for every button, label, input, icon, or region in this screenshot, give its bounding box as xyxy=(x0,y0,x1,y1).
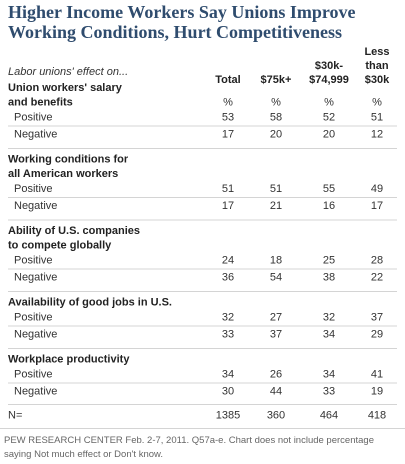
cell: 33 xyxy=(323,385,335,397)
title: Higher Income Workers Say Unions Improve xyxy=(8,2,356,22)
section-title: Union workers' salary xyxy=(8,82,123,94)
cell: 29 xyxy=(371,328,383,340)
section-title: Availability of good jobs in U.S. xyxy=(8,296,172,308)
cell: 27 xyxy=(270,311,282,323)
column-header: Total xyxy=(215,74,240,86)
n-label: N= xyxy=(8,409,22,421)
cell: 20 xyxy=(323,128,335,140)
row-label: Negative xyxy=(14,271,57,283)
cell: 21 xyxy=(270,200,282,212)
n-cell: 464 xyxy=(320,409,338,421)
cell: 28 xyxy=(371,254,383,266)
n-cell: 360 xyxy=(267,409,285,421)
cell: 52 xyxy=(323,111,335,123)
cell: 51 xyxy=(371,111,383,123)
cell: 34 xyxy=(323,368,335,380)
row-label: Negative xyxy=(14,385,57,397)
cell: 32 xyxy=(222,311,234,323)
row-label: Positive xyxy=(14,111,53,123)
section-title: Workplace productivity xyxy=(8,353,130,365)
title: Working Conditions, Hurt Competitiveness xyxy=(8,22,342,42)
cell: 17 xyxy=(371,200,383,212)
cell: 34 xyxy=(323,328,335,340)
footnote: saying Not much effect or Don't know. xyxy=(4,449,163,460)
section-title: Ability of U.S. companies xyxy=(8,225,140,237)
unit: % xyxy=(324,96,334,108)
section-title: to compete globally xyxy=(8,239,112,251)
unit: % xyxy=(223,96,233,108)
row-label: Positive xyxy=(14,368,53,380)
cell: 37 xyxy=(270,328,282,340)
column-header: $75k+ xyxy=(261,74,292,86)
cell: 17 xyxy=(222,200,234,212)
column-header: Less xyxy=(364,46,389,58)
cell: 17 xyxy=(222,128,234,140)
section-title: and benefits xyxy=(8,96,73,108)
row-label: Positive xyxy=(14,311,53,323)
row-label: Positive xyxy=(14,183,53,195)
cell: 18 xyxy=(270,254,282,266)
cell: 22 xyxy=(371,271,383,283)
column-header: $74,999 xyxy=(309,74,349,86)
cell: 51 xyxy=(270,183,282,195)
cell: 44 xyxy=(270,385,282,397)
cell: 49 xyxy=(371,183,383,195)
cell: 54 xyxy=(270,271,282,283)
cell: 33 xyxy=(222,328,234,340)
row-label: Negative xyxy=(14,128,57,140)
cell: 19 xyxy=(371,385,383,397)
row-label: Positive xyxy=(14,254,53,266)
column-header: $30k xyxy=(365,74,390,86)
row-label: Negative xyxy=(14,200,57,212)
row-label: Negative xyxy=(14,328,57,340)
n-cell: 418 xyxy=(368,409,386,421)
cell: 26 xyxy=(270,368,282,380)
cell: 34 xyxy=(222,368,234,380)
subtitle: Labor unions' effect on... xyxy=(8,66,128,78)
section-title: Working conditions for xyxy=(8,153,129,165)
unit: % xyxy=(271,96,281,108)
cell: 36 xyxy=(222,271,234,283)
section-title: all American workers xyxy=(8,168,118,180)
cell: 53 xyxy=(222,111,234,123)
cell: 30 xyxy=(222,385,234,397)
cell: 32 xyxy=(323,311,335,323)
footnote: PEW RESEARCH CENTER Feb. 2-7, 2011. Q57a… xyxy=(4,435,374,446)
n-cell: 1385 xyxy=(216,409,240,421)
cell: 51 xyxy=(222,183,234,195)
cell: 55 xyxy=(323,183,335,195)
cell: 20 xyxy=(270,128,282,140)
cell: 25 xyxy=(323,254,335,266)
column-header: $30k- xyxy=(315,60,343,72)
cell: 37 xyxy=(371,311,383,323)
cell: 16 xyxy=(323,200,335,212)
cell: 58 xyxy=(270,111,282,123)
unit: % xyxy=(372,96,382,108)
cell: 12 xyxy=(371,128,383,140)
column-header: than xyxy=(365,60,389,72)
cell: 38 xyxy=(323,271,335,283)
cell: 41 xyxy=(371,368,383,380)
cell: 24 xyxy=(222,254,234,266)
